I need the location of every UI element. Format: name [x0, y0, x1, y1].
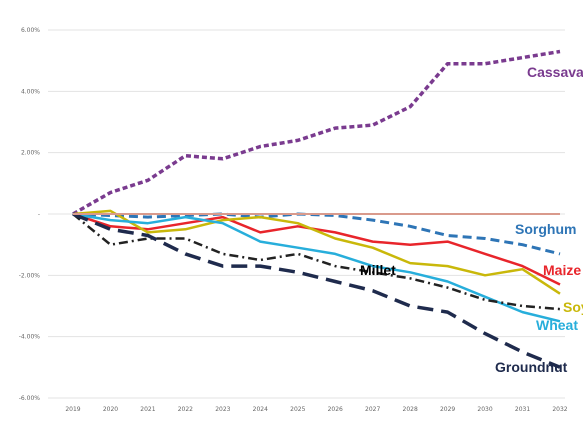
x-tick-label: 2022 — [178, 406, 193, 413]
y-tick-label: -6.00% — [19, 395, 41, 402]
series-line-wheat — [72, 212, 561, 323]
x-tick-label: 2028 — [403, 406, 418, 413]
series-label-sorghum: Sorghum — [515, 221, 576, 237]
x-axis-ticks: 2019 2020 2021 2022 2023 2024 2025 2026 2027 2028… — [65, 406, 567, 413]
x-tick-label: 2024 — [253, 406, 268, 413]
x-tick-label: 2031 — [515, 406, 530, 413]
y-axis-ticks: 6.00% 4.00% 2.00% - -2.00% -4.00% -6.00% — [19, 27, 41, 402]
series-label-cassava: Cassava — [527, 64, 583, 80]
series-line-groundnut — [72, 212, 561, 369]
series-label-millet: Millet — [360, 262, 396, 278]
series-label-maize: Maize — [543, 262, 581, 278]
y-tick-label: -2.00% — [19, 272, 41, 279]
series-labels: Cassava Sorghum Millet Maize Soy Wheat Groundn… — [360, 64, 583, 375]
x-tick-label: 2021 — [140, 406, 155, 413]
y-tick-label: 2.00% — [21, 150, 40, 157]
series-line-maize — [72, 212, 561, 286]
series-label-soy: Soy — [563, 299, 583, 315]
y-tick-label: - — [38, 211, 40, 218]
series-lines — [72, 49, 561, 369]
series-label-wheat: Wheat — [536, 317, 578, 333]
x-tick-label: 2032 — [552, 406, 567, 413]
y-tick-label: 6.00% — [21, 27, 40, 34]
series-line-soy — [72, 209, 561, 295]
x-tick-label: 2025 — [290, 406, 305, 413]
x-tick-label: 2019 — [65, 406, 80, 413]
y-tick-label: 4.00% — [21, 88, 40, 95]
x-tick-label: 2023 — [215, 406, 230, 413]
series-line-cassava — [72, 49, 561, 216]
x-tick-label: 2029 — [440, 406, 455, 413]
x-tick-label: 2026 — [328, 406, 343, 413]
series-label-groundnut: Groundnut — [495, 359, 568, 375]
y-tick-label: -4.00% — [19, 334, 41, 341]
x-tick-label: 2030 — [477, 406, 492, 413]
x-tick-label: 2020 — [103, 406, 118, 413]
x-tick-label: 2027 — [365, 406, 380, 413]
